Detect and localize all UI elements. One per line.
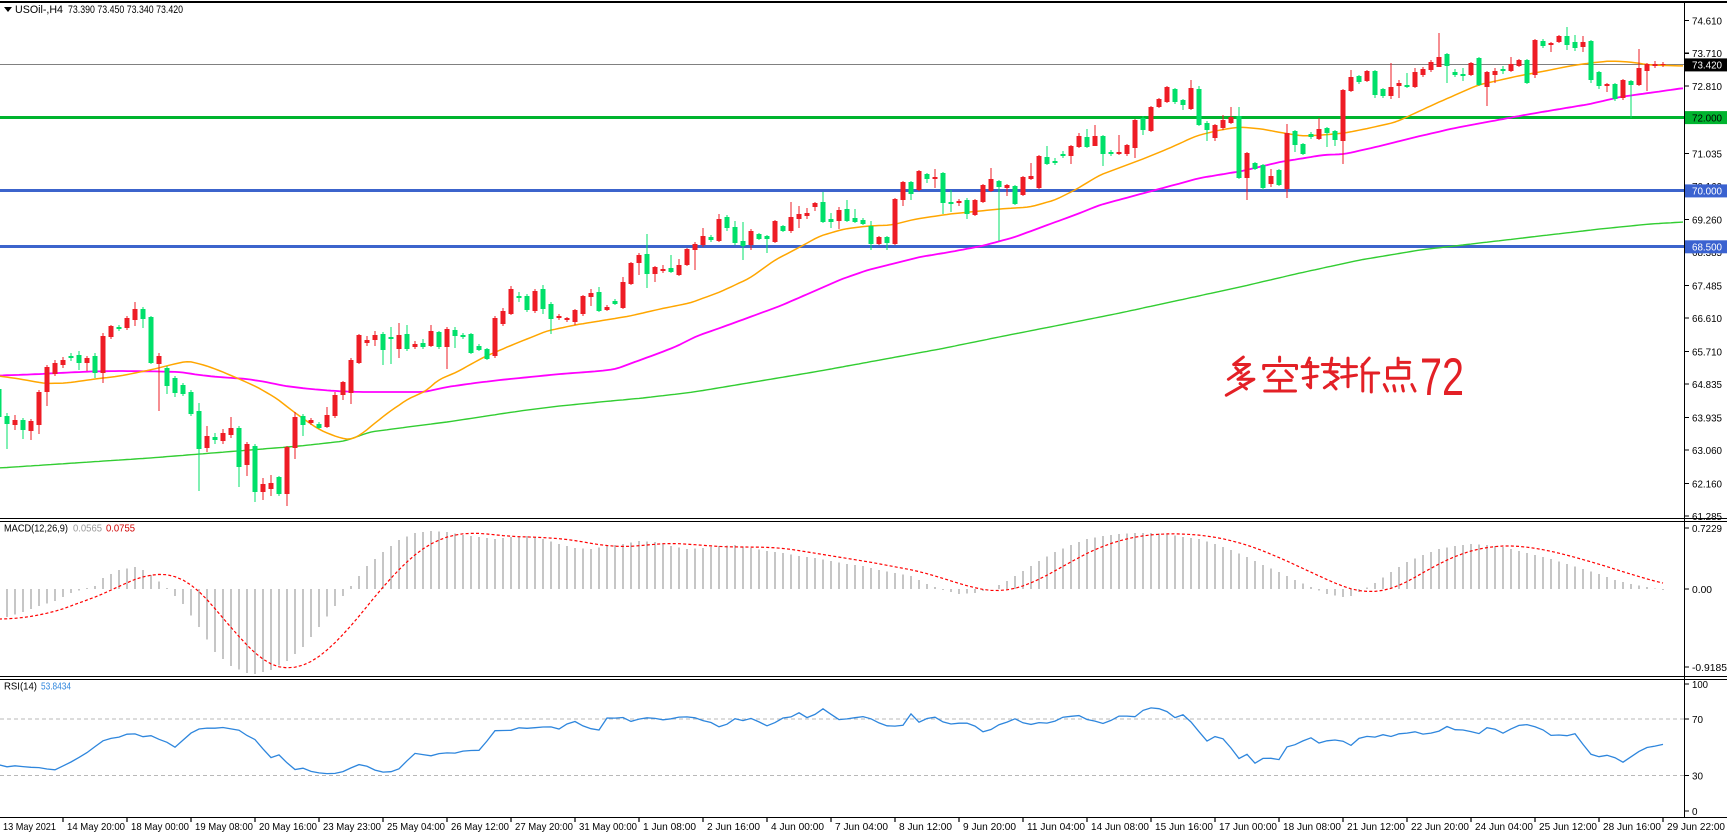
svg-text:18 May 00:00: 18 May 00:00	[131, 821, 189, 833]
svg-text:64.835: 64.835	[1692, 379, 1722, 391]
svg-text:8 Jun 12:00: 8 Jun 12:00	[899, 821, 952, 833]
svg-text:2 Jun 16:00: 2 Jun 16:00	[707, 821, 760, 833]
svg-text:25 May 04:00: 25 May 04:00	[387, 821, 445, 833]
svg-text:26 May 12:00: 26 May 12:00	[451, 821, 509, 833]
svg-text:9 Jun 20:00: 9 Jun 20:00	[963, 821, 1016, 833]
svg-text:53.8434: 53.8434	[41, 681, 71, 693]
svg-text:25 Jun 12:00: 25 Jun 12:00	[1539, 821, 1597, 833]
svg-text:28 Jun 16:00: 28 Jun 16:00	[1603, 821, 1661, 833]
svg-text:0: 0	[1692, 806, 1698, 818]
svg-text:7 Jun 04:00: 7 Jun 04:00	[835, 821, 888, 833]
svg-text:24 Jun 04:00: 24 Jun 04:00	[1475, 821, 1533, 833]
svg-text:19 May 08:00: 19 May 08:00	[195, 821, 253, 833]
svg-text:USOil-,H4: USOil-,H4	[15, 4, 63, 16]
svg-text:1 Jun 08:00: 1 Jun 08:00	[643, 821, 696, 833]
svg-text:14 Jun 08:00: 14 Jun 08:00	[1091, 821, 1149, 833]
svg-text:-0.9185: -0.9185	[1692, 662, 1727, 674]
svg-text:73.420: 73.420	[1692, 60, 1722, 72]
svg-text:22 Jun 20:00: 22 Jun 20:00	[1411, 821, 1469, 833]
svg-text:70.000: 70.000	[1692, 186, 1722, 198]
svg-text:72.000: 72.000	[1692, 112, 1722, 124]
svg-text:63.060: 63.060	[1692, 445, 1722, 457]
svg-text:66.610: 66.610	[1692, 313, 1722, 325]
svg-text:18 Jun 08:00: 18 Jun 08:00	[1283, 821, 1341, 833]
svg-text:14 May 20:00: 14 May 20:00	[67, 821, 125, 833]
svg-text:67.485: 67.485	[1692, 280, 1722, 292]
svg-text:72.810: 72.810	[1692, 81, 1722, 93]
svg-text:0.0755: 0.0755	[106, 523, 135, 535]
svg-text:21 Jun 12:00: 21 Jun 12:00	[1347, 821, 1405, 833]
svg-text:4 Jun 00:00: 4 Jun 00:00	[771, 821, 824, 833]
svg-text:RSI(14): RSI(14)	[4, 681, 37, 693]
svg-text:72: 72	[1420, 348, 1464, 407]
svg-text:69.260: 69.260	[1692, 214, 1722, 226]
svg-text:100: 100	[1692, 679, 1708, 691]
svg-text:74.610: 74.610	[1692, 15, 1722, 27]
svg-text:68.500: 68.500	[1692, 242, 1722, 254]
svg-text:63.935: 63.935	[1692, 412, 1722, 424]
svg-text:73.710: 73.710	[1692, 48, 1722, 60]
svg-text:65.710: 65.710	[1692, 346, 1722, 358]
svg-text:31 May 00:00: 31 May 00:00	[579, 821, 637, 833]
svg-text:71.035: 71.035	[1692, 148, 1722, 160]
svg-text:73.390 73.450 73.340 73.420: 73.390 73.450 73.340 73.420	[68, 4, 183, 16]
svg-text:0.0565: 0.0565	[73, 523, 102, 535]
svg-text:15 Jun 16:00: 15 Jun 16:00	[1155, 821, 1213, 833]
svg-text:0.7229: 0.7229	[1692, 523, 1722, 535]
svg-text:11 Jun 04:00: 11 Jun 04:00	[1027, 821, 1085, 833]
svg-text:23 May 23:00: 23 May 23:00	[323, 821, 381, 833]
svg-text:13 May 2021: 13 May 2021	[3, 821, 56, 833]
svg-text:MACD(12,26,9): MACD(12,26,9)	[4, 523, 68, 535]
svg-text:70: 70	[1692, 714, 1703, 726]
svg-text:62.160: 62.160	[1692, 478, 1722, 490]
svg-text:61.285: 61.285	[1692, 511, 1722, 523]
svg-text:30: 30	[1692, 770, 1703, 782]
svg-text:27 May 20:00: 27 May 20:00	[515, 821, 573, 833]
svg-text:20 May 16:00: 20 May 16:00	[259, 821, 317, 833]
svg-text:17 Jun 00:00: 17 Jun 00:00	[1219, 821, 1277, 833]
svg-text:0.00: 0.00	[1692, 584, 1712, 596]
svg-text:29 Jun 22:00: 29 Jun 22:00	[1667, 821, 1725, 833]
